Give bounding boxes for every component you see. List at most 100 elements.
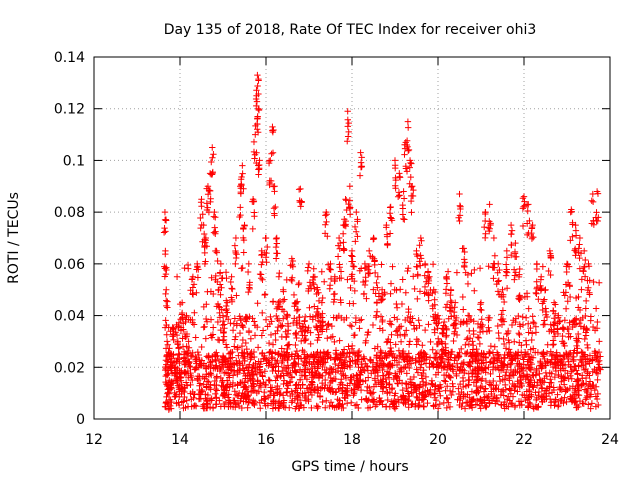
data-point-background [363,395,370,402]
data-point-background [328,322,336,330]
data-point-cluster [321,230,329,237]
data-point-background [310,265,317,272]
data-point-background [345,343,352,350]
data-point-background [284,356,292,364]
data-point-cluster [344,133,352,140]
data-point-background [341,394,348,401]
data-point-background [514,378,521,385]
data-point-background [257,380,264,387]
data-point-cluster [586,291,593,298]
data-point-cluster [464,334,471,342]
data-point-background [385,371,392,378]
data-point [348,247,356,255]
data-point-cluster [301,318,308,325]
data-point-background [352,314,360,322]
data-point-background [415,396,423,404]
data-point-background [585,401,592,408]
data-point [346,183,354,190]
data-point-cluster [322,221,329,228]
data-point-cluster [292,300,299,308]
data-point-background [332,389,339,396]
data-point-background [406,338,414,345]
data-point-cluster [542,305,549,312]
data-point-cluster [417,255,425,262]
data-point-background [398,368,405,375]
data-point-background [369,321,377,329]
data-point-cluster [436,315,443,323]
data-point-cluster [469,368,477,376]
data-point-cluster [175,356,183,363]
data-point-background [314,336,321,344]
data-point-cluster [589,198,597,206]
data-point-background [511,366,519,374]
data-point-background [213,349,220,356]
data-point-background [436,381,444,388]
data-point-background [320,355,327,363]
data-point-background [302,365,309,373]
data-point-background [562,386,569,393]
data-point-cluster [373,299,381,307]
data-point-background [233,320,241,327]
data-point-cluster [180,354,188,361]
data-point-background [313,402,320,410]
data-point-cluster [164,386,172,393]
data-point-background [307,385,315,393]
data-point-background [491,356,498,364]
data-point-background [400,392,407,399]
data-point-cluster [310,281,317,288]
data-point-cluster [251,213,258,220]
data-point-cluster [446,307,454,314]
data-point-cluster [354,233,361,240]
data-point-background [419,382,427,390]
data-point-background [357,386,365,394]
data-point-cluster [523,201,531,208]
data-point-background [528,393,535,400]
y-axis-ticks: 0 0.02 0.04 0.06 0.08 0.1 0.12 0.14 [54,50,610,428]
data-point-background [517,398,525,405]
data-point-background [578,286,585,293]
data-point-background [389,352,396,360]
data-point-cluster [199,238,206,245]
data-point-background [227,319,234,327]
data-point-cluster [193,289,200,296]
data-point-background [578,356,585,364]
data-point-cluster [276,303,284,310]
data-point-background [392,398,400,405]
data-point-background [347,399,355,406]
data-point [163,338,171,345]
data-point-background [392,328,400,335]
data-point-background [459,383,467,391]
data-point-cluster [174,339,181,347]
data-point-background [595,348,603,356]
data-point-background [413,387,420,395]
data-point-background [266,377,273,384]
data-point-background [372,403,379,410]
data-point-background [594,370,602,377]
data-point-cluster [486,227,493,235]
data-point-background [471,287,478,294]
data-point-background [420,403,428,411]
data-point-background [407,313,414,320]
data-point-background [530,319,538,327]
data-point-background [587,313,595,320]
data-point-cluster [272,235,280,243]
data-point-background [403,370,410,377]
data-point-cluster [552,301,559,308]
data-point-background [416,288,424,295]
data-point-cluster [189,284,197,291]
data-point-background [314,348,321,356]
data-point-background [379,372,387,379]
data-point [219,312,227,319]
data-point-cluster [270,183,277,190]
data-point-background [254,300,261,307]
data-point-background [516,384,523,391]
data-point-background [385,381,393,389]
data-point-background [517,376,524,384]
data-point-background [436,400,443,408]
data-point-background [187,316,194,324]
data-point [378,286,386,293]
data-point-cluster [295,186,303,193]
data-point-cluster [162,250,169,258]
data-point-background [250,371,258,378]
data-point-background [547,376,554,383]
